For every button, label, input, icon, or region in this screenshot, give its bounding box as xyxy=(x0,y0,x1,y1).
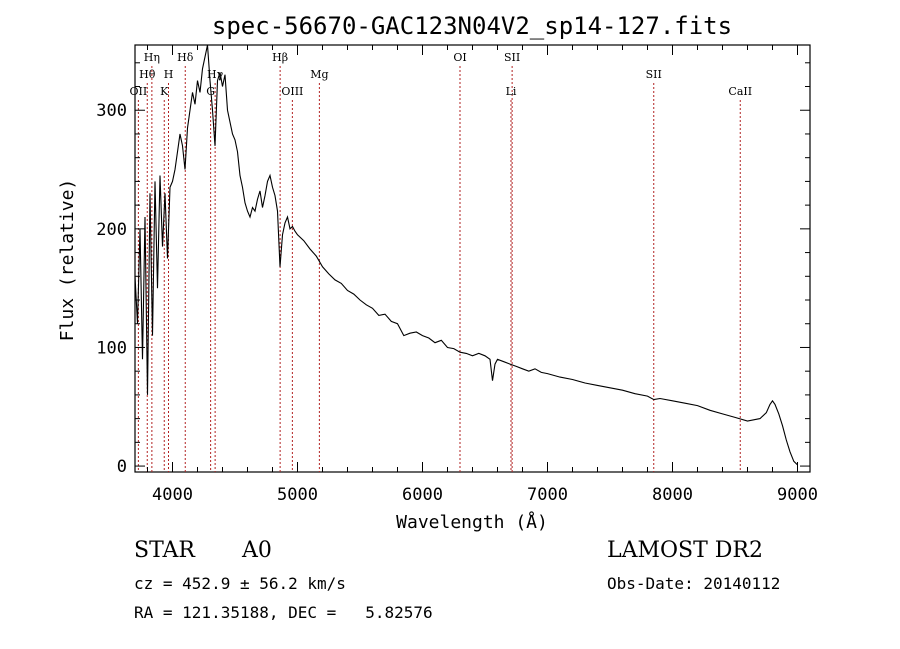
spectral-line-label: SII xyxy=(646,68,662,81)
survey-label: LAMOST DR2 xyxy=(607,538,763,563)
y-tick-label: 200 xyxy=(96,220,127,240)
spectral-line-label: Mg xyxy=(310,68,328,81)
chart-title: spec-56670-GAC123N04V2_sp14-127.fits xyxy=(212,12,732,40)
plot-frame xyxy=(134,44,811,473)
spectral-line-label: K xyxy=(160,85,169,98)
x-axis-label: Wavelength (Å) xyxy=(396,511,548,533)
spectral-line-label: OI xyxy=(453,51,466,64)
x-tick-label: 6000 xyxy=(402,485,443,505)
spectral-line-label: CaII xyxy=(728,85,752,98)
spectral-line-label: OII xyxy=(130,85,148,98)
spectral-line-label: Li xyxy=(506,85,517,98)
spectral-line-label: Hβ xyxy=(272,51,288,64)
spectrum-chart: spec-56670-GAC123N04V2_sp14-127.fits OII… xyxy=(57,12,818,533)
axis-ticks: 4000 5000 6000 7000 8000 9000 0 100 200 300 xyxy=(96,45,818,505)
coordinates: RA = 121.35188, DEC = 5.82576 xyxy=(134,603,433,622)
spectral-line-label: Hη xyxy=(144,51,160,64)
redshift-text: cz = 452.9 ± 56.2 km/s xyxy=(134,574,346,593)
y-tick-label: 100 xyxy=(96,338,127,358)
spectral-line-label: Hγ xyxy=(207,68,224,81)
spectral-line-label: OIII xyxy=(281,85,303,98)
x-tick-label: 4000 xyxy=(152,485,193,505)
spectral-line-label: Hδ xyxy=(177,51,194,64)
x-tick-label: 8000 xyxy=(652,485,693,505)
x-tick-label: 5000 xyxy=(277,485,318,505)
y-axis-label: Flux (relative) xyxy=(57,179,78,342)
spectral-line-label: SII xyxy=(504,51,520,64)
y-tick-label: 0 xyxy=(117,457,127,477)
object-subclass: A0 xyxy=(242,538,272,563)
spectrum-series-line xyxy=(134,44,798,466)
spectral-line-label: Hθ xyxy=(139,68,156,81)
spectral-line-label: H xyxy=(164,68,174,81)
obs-date: Obs-Date: 20140112 xyxy=(607,574,781,593)
object-class: STAR xyxy=(134,538,195,563)
y-tick-label: 300 xyxy=(96,101,127,121)
x-tick-label: 9000 xyxy=(777,485,818,505)
x-tick-label: 7000 xyxy=(527,485,568,505)
